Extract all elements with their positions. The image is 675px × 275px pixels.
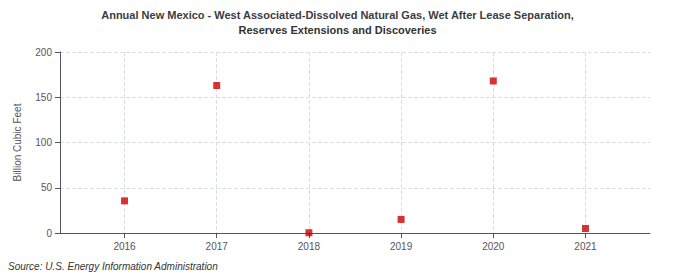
svg-text:2021: 2021 bbox=[574, 241, 597, 252]
svg-text:Billion Cubic Feet: Billion Cubic Feet bbox=[12, 103, 23, 181]
svg-text:Source: U.S. Energy Informatio: Source: U.S. Energy Information Administ… bbox=[8, 261, 218, 272]
svg-text:0: 0 bbox=[46, 228, 52, 239]
svg-text:Reserves Extensions and Discov: Reserves Extensions and Discoveries bbox=[238, 24, 436, 36]
svg-text:150: 150 bbox=[35, 92, 52, 103]
svg-text:2016: 2016 bbox=[113, 241, 136, 252]
svg-text:Annual New Mexico - West Assoc: Annual New Mexico - West Associated-Diss… bbox=[101, 9, 574, 21]
svg-text:50: 50 bbox=[41, 182, 53, 193]
svg-text:100: 100 bbox=[35, 137, 52, 148]
svg-text:2018: 2018 bbox=[298, 241, 321, 252]
svg-text:2019: 2019 bbox=[390, 241, 413, 252]
svg-text:200: 200 bbox=[35, 47, 52, 58]
svg-text:2017: 2017 bbox=[206, 241, 229, 252]
svg-text:2020: 2020 bbox=[482, 241, 505, 252]
